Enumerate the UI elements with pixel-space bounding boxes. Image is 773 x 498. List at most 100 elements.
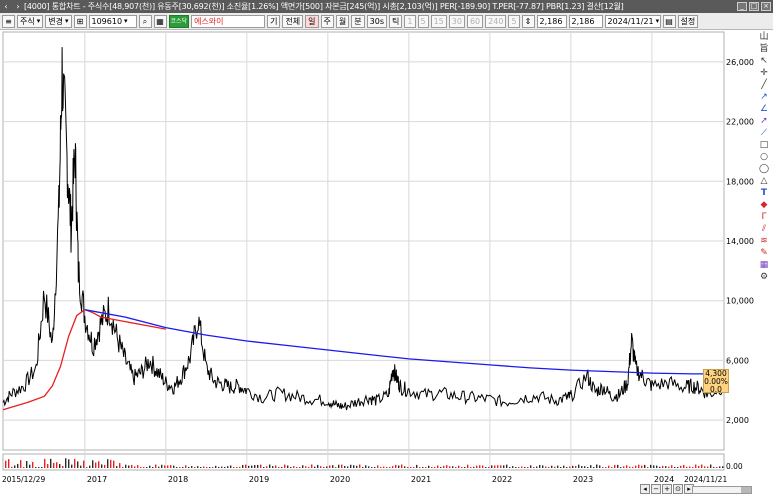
volume-bar bbox=[386, 467, 388, 468]
volume-bar bbox=[413, 467, 415, 468]
fill-icon[interactable]: ◆ bbox=[760, 200, 768, 210]
pencil-icon[interactable]: ✎ bbox=[760, 248, 768, 258]
volume-bar bbox=[422, 467, 424, 468]
volume-bar bbox=[173, 465, 175, 468]
calendar-icon[interactable]: ▤ bbox=[662, 14, 676, 28]
rectangle-icon[interactable]: □ bbox=[759, 140, 769, 150]
ray-icon[interactable]: ⟋ bbox=[760, 128, 768, 138]
period-tick-tab[interactable]: 틱 bbox=[389, 14, 403, 28]
chart-canvas[interactable]: 26,000 22,000 18,000 14,000 10,000 6,000 2,000… bbox=[0, 30, 773, 498]
crosshair-icon[interactable]: ✛ bbox=[760, 68, 768, 78]
stock-name-field[interactable]: 에스와이 bbox=[191, 14, 266, 28]
chart-scrollbar[interactable] bbox=[692, 486, 752, 494]
period-month-tab[interactable]: 월 bbox=[335, 14, 350, 28]
volume-bar bbox=[635, 465, 637, 468]
menu-icon[interactable]: ≡ bbox=[2, 14, 15, 28]
minute-30-button[interactable]: 30 bbox=[448, 14, 465, 28]
volume-bar bbox=[314, 466, 316, 468]
period-minute-tab[interactable]: 분 bbox=[351, 14, 365, 28]
volume-bar bbox=[44, 458, 46, 468]
scroll-left-icon[interactable]: ◂ bbox=[640, 484, 650, 494]
search-icon[interactable]: ⌕ bbox=[138, 14, 152, 28]
minute-15-button[interactable]: 15 bbox=[430, 14, 447, 28]
y-tick-label: 6,000 bbox=[726, 356, 749, 365]
price-type-button[interactable]: 기 bbox=[267, 14, 281, 28]
period-week-tab[interactable]: 주 bbox=[320, 14, 334, 28]
circle-icon[interactable]: ○ bbox=[760, 152, 768, 162]
period-30s-tab[interactable]: 30s bbox=[366, 14, 388, 28]
all-button[interactable]: 전체 bbox=[282, 14, 304, 28]
volume-bar bbox=[143, 467, 145, 468]
volume-bar bbox=[236, 466, 238, 468]
minute-240-button[interactable]: 240 bbox=[485, 14, 507, 28]
sector-icon[interactable]: ▦ bbox=[153, 14, 167, 28]
volume-bar bbox=[158, 466, 160, 468]
volume-bar bbox=[257, 464, 259, 468]
nav-back-icon[interactable]: ‹ bbox=[4, 2, 8, 11]
volume-bar bbox=[527, 467, 529, 468]
maximize-button[interactable]: □ bbox=[749, 2, 759, 11]
change-select[interactable]: 변경 bbox=[45, 14, 72, 28]
tool-header-1[interactable]: 山 bbox=[759, 32, 769, 42]
volume-bar bbox=[311, 464, 313, 468]
stepper-icon[interactable]: ⇕ bbox=[521, 14, 535, 28]
volume-bar bbox=[656, 465, 658, 468]
volume-bar bbox=[230, 465, 232, 468]
volume-bar bbox=[338, 464, 340, 468]
volume-bar bbox=[119, 463, 121, 468]
minute-custom-input[interactable]: 5 bbox=[508, 14, 520, 28]
minute-60-button[interactable]: 60 bbox=[466, 14, 484, 28]
volume-bar bbox=[137, 465, 139, 468]
triangle-icon[interactable]: △ bbox=[760, 176, 768, 186]
chart-scrollbar-thumb[interactable] bbox=[741, 487, 751, 493]
gann-icon[interactable]: ⫽ bbox=[761, 224, 766, 234]
minimize-button[interactable]: _ bbox=[737, 2, 747, 11]
volume-bar bbox=[83, 460, 85, 468]
date-field[interactable]: 2024/11/21 bbox=[604, 14, 661, 28]
grid-icon[interactable]: ▦ bbox=[759, 260, 769, 270]
close-button[interactable]: × bbox=[761, 2, 771, 11]
line-icon[interactable]: ╱ bbox=[761, 80, 767, 90]
angle-line-icon[interactable]: ∠ bbox=[759, 104, 769, 114]
trendline-icon[interactable]: ↗ bbox=[760, 92, 768, 102]
volume-bar bbox=[35, 467, 37, 468]
pin-icon[interactable]: ⊞ bbox=[73, 14, 87, 28]
price-a-field[interactable]: 2,186 bbox=[536, 14, 567, 28]
nav-forward-icon[interactable]: › bbox=[16, 2, 20, 11]
volume-bar bbox=[500, 465, 502, 468]
volume-bar bbox=[407, 467, 409, 468]
text-icon[interactable]: T bbox=[760, 188, 768, 198]
zoom-out-icon[interactable]: − bbox=[651, 484, 661, 494]
volume-bar bbox=[92, 460, 94, 468]
ellipse-icon[interactable]: ◯ bbox=[758, 164, 770, 174]
volume-bar bbox=[215, 465, 217, 468]
volume-bar bbox=[80, 465, 82, 468]
volume-bar bbox=[419, 467, 421, 468]
zoom-in-icon[interactable]: + bbox=[662, 484, 672, 494]
gear-icon[interactable]: ⚙ bbox=[759, 272, 769, 282]
x-year-label: 2019 bbox=[249, 475, 269, 484]
cursor-icon[interactable]: ↖ bbox=[760, 56, 768, 66]
period-day-tab[interactable]: 일 bbox=[305, 14, 319, 28]
volume-bar bbox=[179, 467, 181, 468]
arrow-line-icon[interactable]: ➚ bbox=[760, 116, 768, 126]
volume-bar bbox=[251, 465, 253, 468]
channel-icon[interactable]: ≋ bbox=[760, 236, 768, 246]
volume-bar bbox=[140, 467, 142, 468]
volume-bar bbox=[491, 465, 493, 468]
minute-1-button[interactable]: 1 bbox=[404, 14, 416, 28]
price-chart[interactable]: 26,000 22,000 18,000 14,000 10,000 6,000 2,000… bbox=[0, 30, 773, 498]
minute-5-button[interactable]: 5 bbox=[417, 14, 429, 28]
volume-bar bbox=[626, 465, 628, 468]
volume-bar bbox=[716, 467, 718, 468]
settings-button[interactable]: 설정 bbox=[677, 14, 699, 28]
zoom-reset-icon[interactable]: ⊙ bbox=[673, 484, 683, 494]
y-tick-label: 2,000 bbox=[726, 416, 749, 425]
price-b-field[interactable]: 2,186 bbox=[568, 14, 603, 28]
market-select[interactable]: 주식 bbox=[17, 14, 44, 28]
volume-bar bbox=[629, 466, 631, 468]
tool-header-2[interactable]: 旨 bbox=[759, 44, 769, 54]
stock-code-input[interactable]: 109610 bbox=[88, 14, 137, 28]
fibonacci-icon[interactable]: Γ bbox=[761, 212, 767, 222]
volume-bar bbox=[692, 467, 694, 468]
